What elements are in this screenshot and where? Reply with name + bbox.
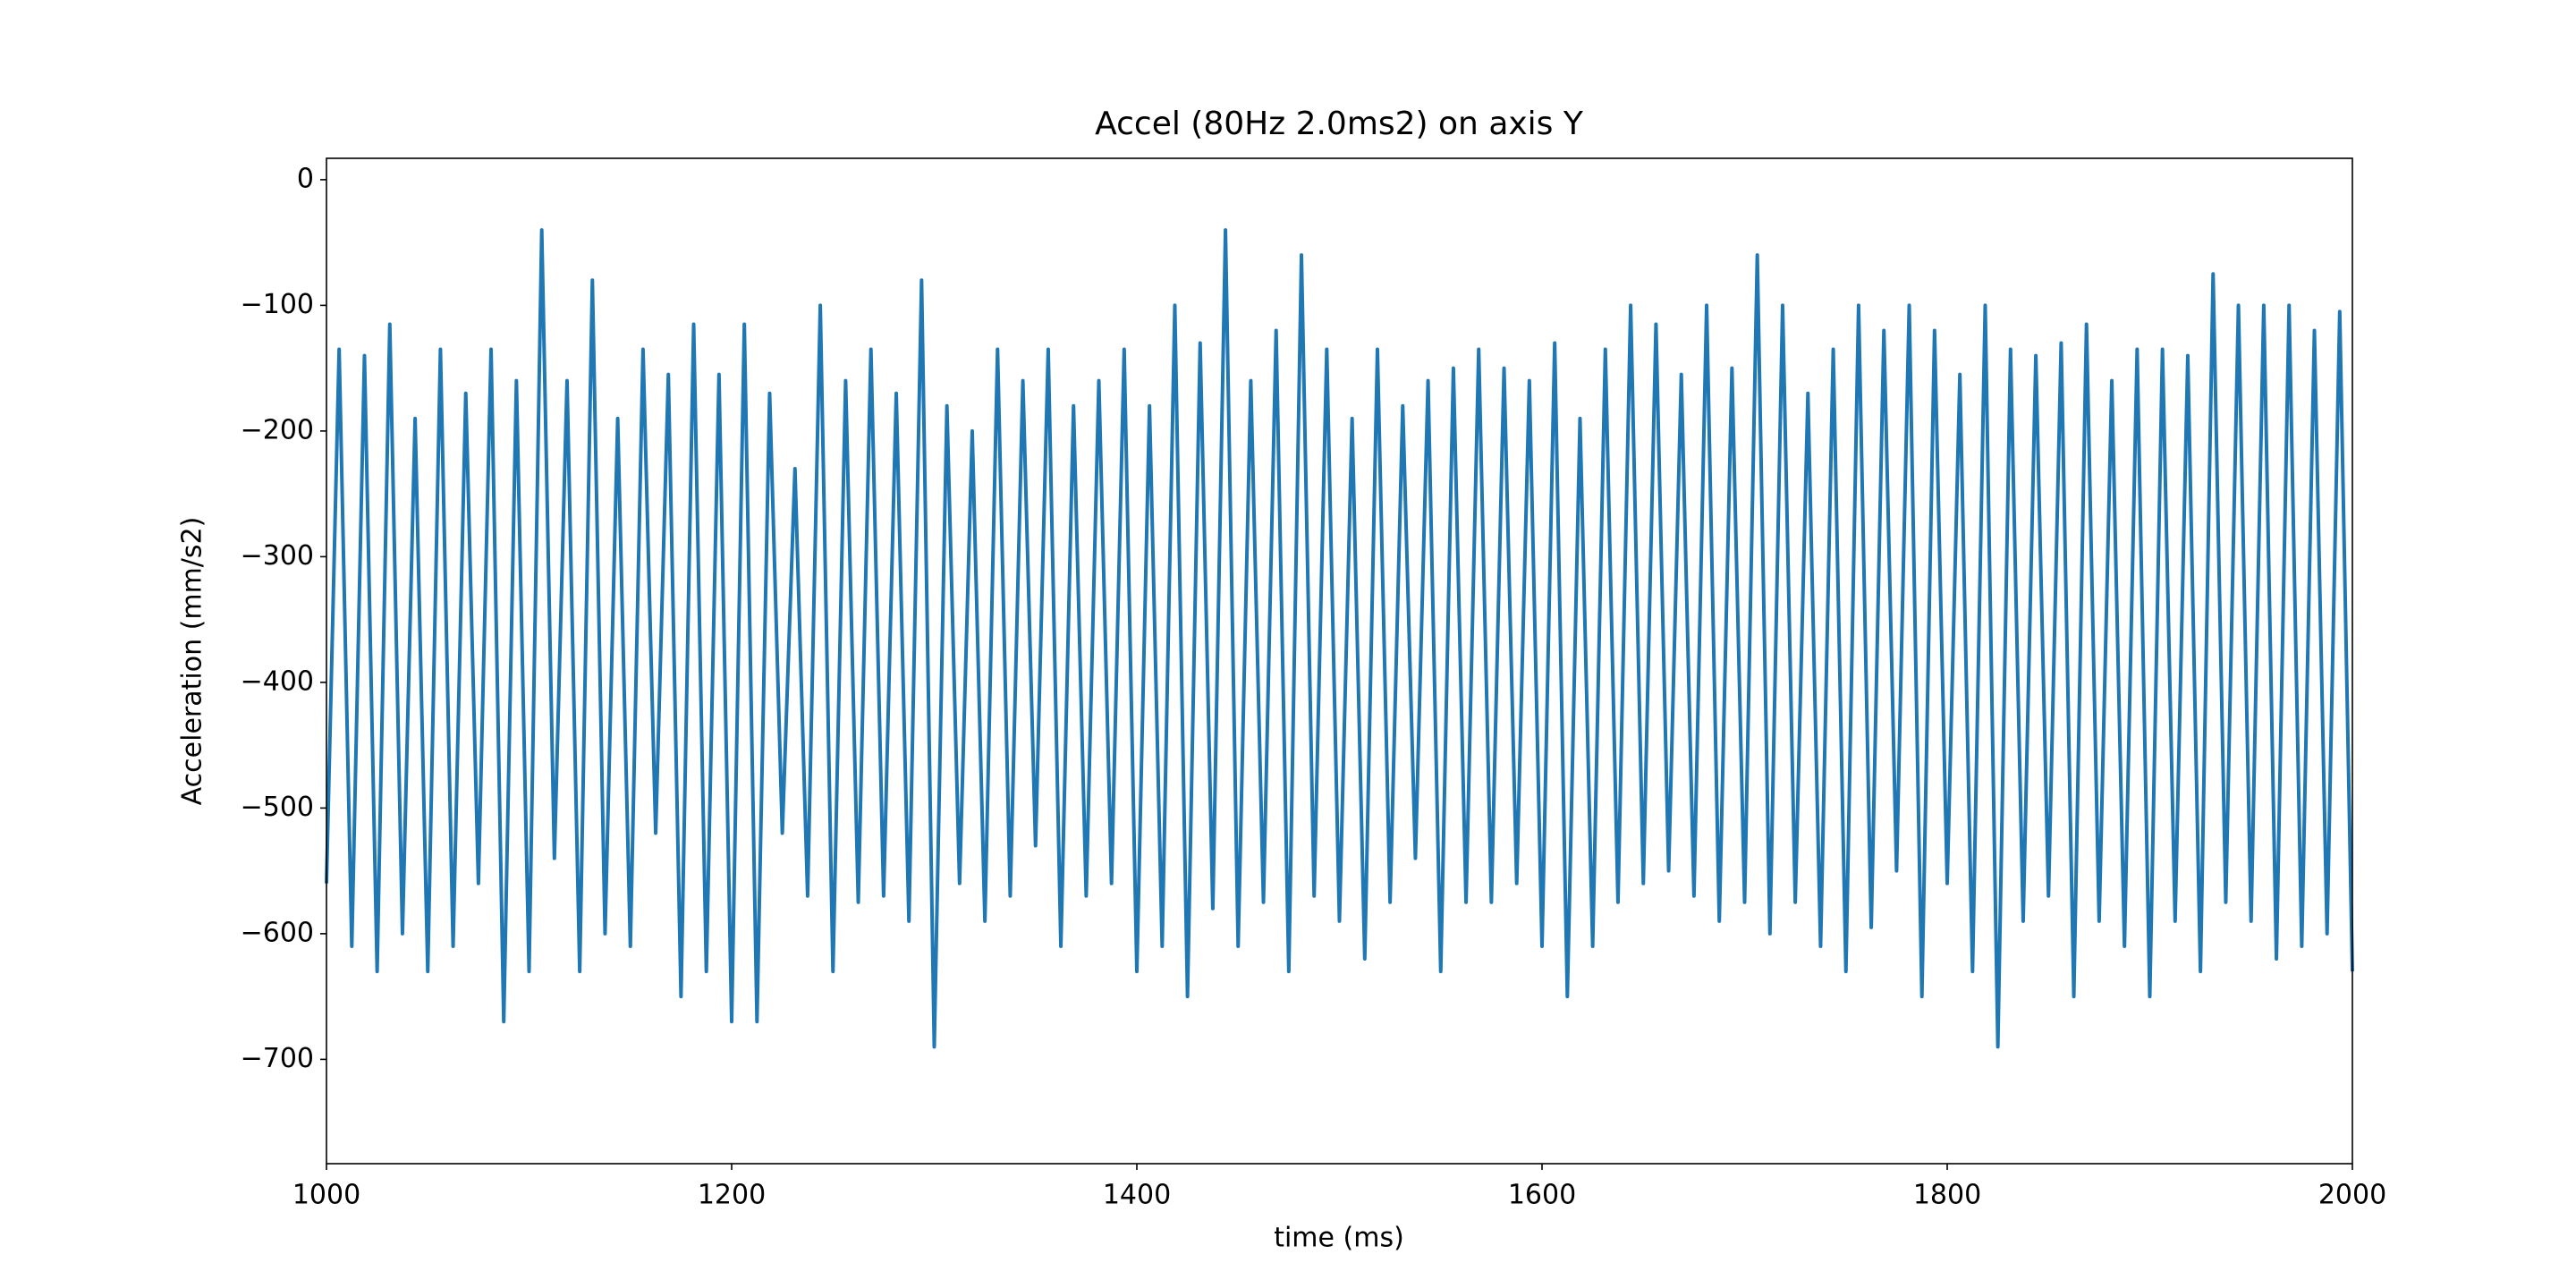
x-tick-label: 1200: [698, 1180, 766, 1211]
x-tick-label: 1600: [1508, 1180, 1576, 1211]
x-tick-label: 2000: [2318, 1180, 2386, 1211]
y-tick-label: −700: [241, 1043, 314, 1074]
y-tick-label: −600: [241, 917, 314, 948]
chart-title: Accel (80Hz 2.0ms2) on axis Y: [1095, 106, 1584, 142]
y-tick-label: 0: [297, 163, 314, 194]
plot-frame: [326, 157, 2353, 1165]
y-tick-label: −100: [241, 289, 314, 320]
x-tick-label: 1000: [292, 1180, 360, 1211]
y-axis-label: Acceleration (mm/s2): [177, 517, 208, 806]
y-tick-label: −400: [241, 665, 314, 697]
y-tick-label: −200: [241, 414, 314, 445]
y-tick-label: −300: [241, 540, 314, 572]
x-axis-label: time (ms): [1274, 1223, 1404, 1254]
data-line: [325, 228, 2354, 1049]
x-tick-label: 1800: [1913, 1180, 1981, 1211]
y-tick-label: −500: [241, 792, 314, 823]
x-tick-label: 1400: [1103, 1180, 1171, 1211]
